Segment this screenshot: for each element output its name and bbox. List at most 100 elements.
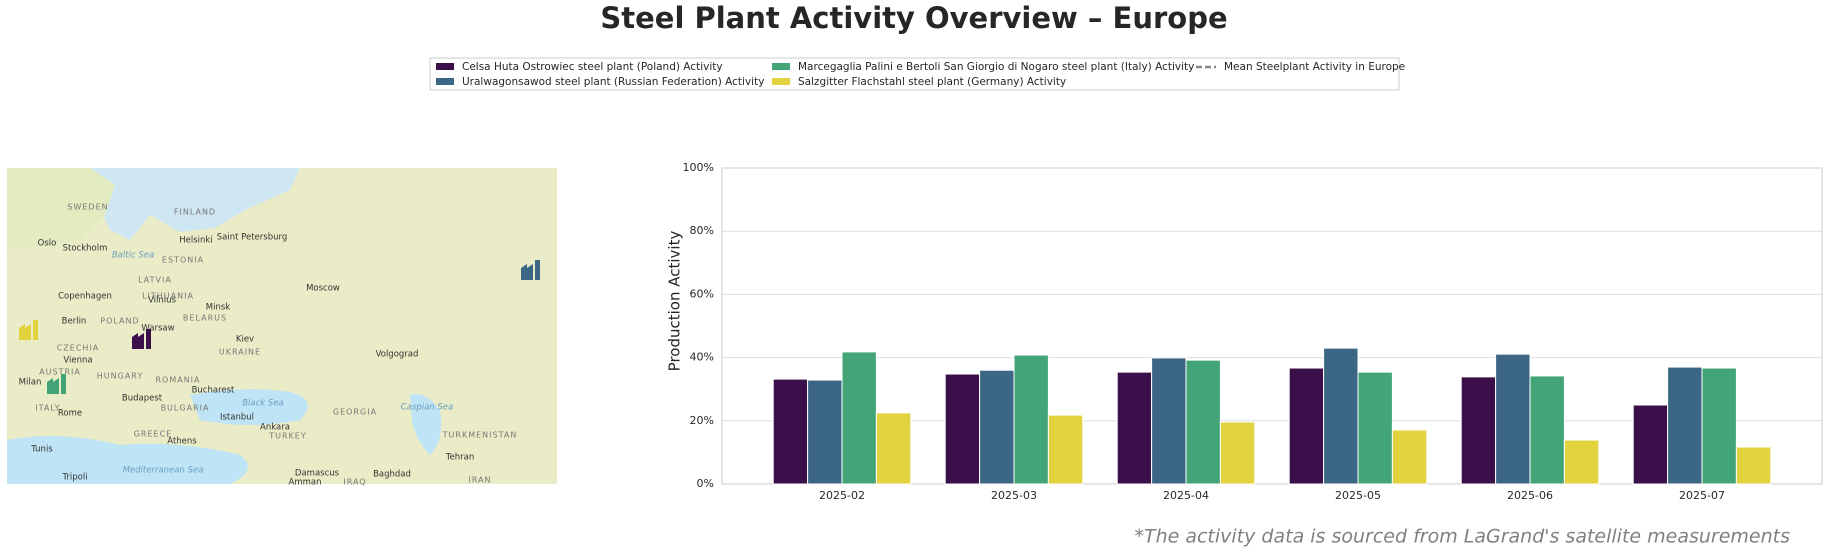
bar [1047,414,1084,485]
y-tick-label: 20% [690,414,714,427]
bar [944,373,981,485]
map-label: Amman [289,478,322,488]
bar [1391,429,1428,485]
legend-swatch [772,78,790,85]
map-label: Baltic Sea [112,251,154,261]
map-sea [190,389,308,425]
map-label: IRAQ [343,478,366,487]
chart-title: Steel Plant Activity Overview – Europe [600,1,1227,35]
map-label: Caspian Sea [401,403,453,413]
bar [772,378,809,485]
bar [1632,404,1669,485]
map-label: POLAND [100,317,139,326]
map-label: Tunis [30,445,53,455]
legend-label: Uralwagonsawod steel plant (Russian Fede… [462,76,764,88]
map-label: IRAN [468,476,491,485]
map-label: BELARUS [183,314,227,323]
bar [1529,375,1565,485]
bar [1667,366,1703,485]
map-label: Vilnius [148,296,176,306]
map-label: Budapest [122,394,163,404]
map-label: Tripoli [61,473,87,483]
plot-frame [721,167,1823,485]
map-label: Copenhagen [58,292,112,302]
plant-marker [521,260,540,280]
map-label: TURKMENISTAN [442,431,518,440]
map-label: Helsinki [179,236,212,246]
y-axis-label: Production Activity [666,231,684,372]
x-tick-label: 2025-05 [1335,489,1381,502]
plant-marker [19,320,38,340]
bar [1495,353,1531,485]
map-sea [7,436,248,484]
y-tick-label: 60% [690,287,714,300]
plant-marker [132,329,151,349]
map-label: ROMANIA [155,376,200,385]
x-tick-label: 2025-04 [1163,489,1209,502]
bar [1735,446,1772,485]
map-label: Black Sea [242,399,284,409]
bar [1460,376,1497,485]
map-label: GREECE [134,430,173,439]
y-tick-label: 0% [697,477,714,490]
map-label: Damascus [295,469,340,479]
map-label: Athens [167,437,197,447]
bar [1013,354,1049,485]
map-label: Bucharest [192,386,235,396]
map-label: Mediterranean Sea [123,466,204,476]
map-label: Milan [19,378,42,388]
map-label: FINLAND [174,208,216,217]
y-tick-label: 80% [690,224,714,237]
map-label: Minsk [206,303,231,313]
map-label: ITALY [35,404,60,413]
map-label: AUSTRIA [39,368,81,377]
bar [979,369,1015,485]
bar [875,412,912,485]
map-label: Warsaw [141,324,174,334]
x-tick-label: 2025-03 [991,489,1037,502]
map-label: GEORGIA [333,408,377,417]
bar [1219,421,1256,485]
bar [1151,357,1187,485]
map-label: UKRAINE [219,348,261,357]
bar [841,351,877,485]
bar [1288,367,1325,485]
map-label: LATVIA [138,276,172,285]
map-label: Kiev [236,335,254,345]
map-label: CZECHIA [57,344,100,353]
map-label: SWEDEN [67,203,108,212]
y-tick-label: 40% [690,351,714,364]
plant-marker [47,374,66,394]
y-tick-label: 100% [683,161,714,174]
legend-swatch [772,63,790,70]
map-label: TURKEY [268,432,307,441]
map-label: Vienna [63,356,92,366]
legend-swatch [436,63,454,70]
bar [1185,359,1221,485]
map-label: Rome [58,409,82,419]
map-label: Oslo [38,239,57,249]
map-label: Baghdad [373,470,411,480]
legend-label: Celsa Huta Ostrowiec steel plant (Poland… [462,61,723,73]
bar [1116,371,1153,485]
bar [807,379,843,485]
map-label: Berlin [62,317,87,327]
legend-label: Salzgitter Flachstahl steel plant (Germa… [798,76,1066,88]
x-tick-label: 2025-06 [1507,489,1553,502]
legend-swatch [436,78,454,85]
footnote: *The activity data is sourced from LaGra… [1134,526,1790,548]
map-label: Stockholm [63,244,108,254]
legend-label: Mean Steelplant Activity in Europe [1224,61,1405,73]
bar [1563,439,1600,485]
map-label: LITHUANIA [142,292,194,301]
map-label: Ankara [260,423,290,433]
bar [1701,367,1737,485]
map-land [7,168,115,250]
map-sea [410,394,442,455]
x-tick-label: 2025-07 [1679,489,1725,502]
bar [1323,347,1359,485]
map-label: Istanbul [220,413,254,423]
map-label: ESTONIA [162,256,204,265]
legend-box [429,57,1400,91]
